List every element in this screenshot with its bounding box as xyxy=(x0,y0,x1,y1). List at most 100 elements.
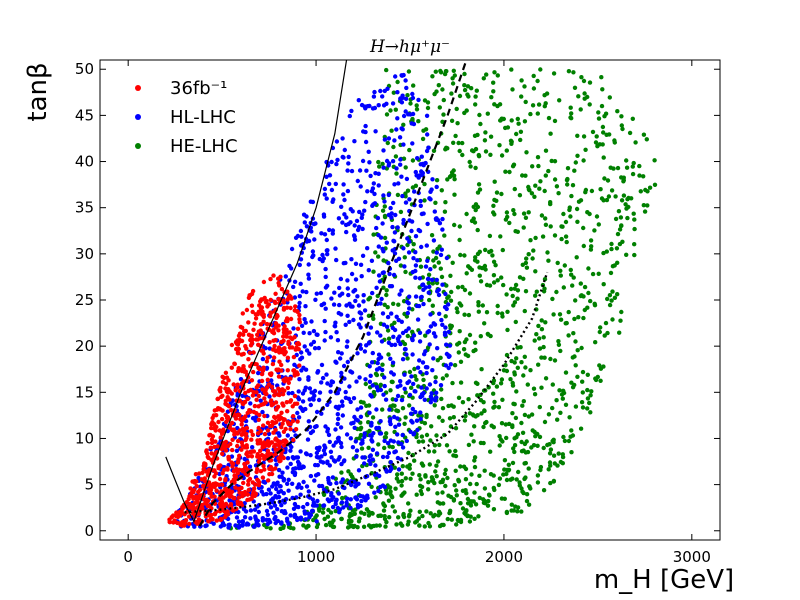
scatter-point xyxy=(466,94,471,99)
scatter-point xyxy=(352,237,358,242)
scatter-point xyxy=(368,325,374,330)
scatter-point xyxy=(556,191,561,196)
scatter-point xyxy=(330,504,336,510)
scatter-point xyxy=(218,463,223,468)
scatter-point xyxy=(426,272,432,277)
scatter-point xyxy=(445,146,450,151)
scatter-point xyxy=(420,513,425,519)
scatter-point xyxy=(535,480,541,485)
scatter-point xyxy=(447,416,453,421)
scatter-point xyxy=(246,295,252,300)
scatter-point xyxy=(436,260,441,265)
scatter-point xyxy=(257,456,262,462)
scatter-point xyxy=(274,486,279,492)
scatter-point xyxy=(632,217,637,222)
scatter-point xyxy=(337,510,342,515)
scatter-point xyxy=(476,182,482,187)
scatter-point xyxy=(609,241,614,247)
scatter-point xyxy=(483,149,489,154)
scatter-point xyxy=(281,300,287,305)
scatter-point xyxy=(291,354,297,360)
scatter-point xyxy=(393,107,398,112)
scatter-point xyxy=(523,99,528,105)
scatter-point xyxy=(225,443,231,449)
scatter-point xyxy=(587,102,592,107)
scatter-point xyxy=(370,457,375,462)
scatter-point xyxy=(354,454,359,459)
scatter-point xyxy=(306,276,312,281)
scatter-point xyxy=(256,329,261,334)
scatter-point xyxy=(373,250,378,255)
scatter-point xyxy=(602,176,607,181)
scatter-point xyxy=(355,407,360,412)
scatter-point xyxy=(349,482,354,488)
scatter-point xyxy=(292,501,298,507)
scatter-point xyxy=(409,228,414,234)
scatter-point xyxy=(510,293,515,299)
scatter-point xyxy=(425,105,431,111)
scatter-point xyxy=(258,336,263,341)
scatter-point xyxy=(423,264,429,269)
scatter-point xyxy=(521,211,527,216)
scatter-point xyxy=(511,401,516,406)
scatter-point xyxy=(353,439,358,444)
scatter-point xyxy=(370,186,376,191)
scatter-point xyxy=(478,279,484,284)
scatter-point xyxy=(313,473,319,478)
scatter-point xyxy=(403,96,409,102)
scatter-point xyxy=(417,276,423,281)
scatter-point xyxy=(448,362,453,367)
scatter-point xyxy=(291,414,296,419)
scatter-point xyxy=(578,107,583,112)
scatter-point xyxy=(477,273,482,278)
scatter-point xyxy=(204,449,209,454)
scatter-point xyxy=(582,284,588,290)
scatter-point xyxy=(214,488,219,493)
scatter-point xyxy=(368,373,373,378)
scatter-point xyxy=(286,477,291,482)
scatter-point xyxy=(619,223,624,228)
scatter-point xyxy=(441,501,446,506)
scatter-point xyxy=(593,340,598,345)
scatter-point xyxy=(473,165,478,171)
scatter-point xyxy=(322,451,328,457)
scatter-point xyxy=(255,431,261,436)
scatter-point xyxy=(422,524,427,529)
scatter-point xyxy=(422,98,428,103)
scatter-point xyxy=(560,396,565,401)
scatter-point xyxy=(333,320,338,325)
scatter-point xyxy=(337,302,342,308)
scatter-point xyxy=(177,511,183,516)
scatter-point xyxy=(332,323,337,329)
scatter-point xyxy=(473,502,479,507)
scatter-point xyxy=(539,213,545,218)
scatter-point xyxy=(300,464,306,469)
scatter-point xyxy=(406,501,411,506)
scatter-point xyxy=(380,94,385,99)
scatter-point xyxy=(314,446,320,451)
scatter-point xyxy=(418,410,423,415)
scatter-point xyxy=(488,134,494,139)
scatter-point xyxy=(446,302,451,307)
scatter-point xyxy=(464,271,469,276)
scatter-point xyxy=(335,412,340,417)
scatter-point xyxy=(242,461,247,467)
scatter-point xyxy=(307,386,313,391)
scatter-point xyxy=(368,392,373,398)
scatter-point xyxy=(400,491,406,497)
scatter-point xyxy=(251,390,256,395)
scatter-point xyxy=(420,282,425,288)
scatter-point xyxy=(376,244,381,249)
scatter-point xyxy=(366,445,371,450)
scatter-point xyxy=(230,437,235,442)
scatter-point xyxy=(261,279,267,285)
scatter-point xyxy=(434,390,439,395)
scatter-point xyxy=(449,289,454,295)
scatter-point xyxy=(477,473,482,478)
scatter-point xyxy=(415,258,420,263)
scatter-point xyxy=(307,351,312,356)
scatter-point xyxy=(448,298,454,303)
scatter-point xyxy=(532,194,537,199)
scatter-point xyxy=(234,466,239,472)
scatter-point xyxy=(476,300,481,305)
